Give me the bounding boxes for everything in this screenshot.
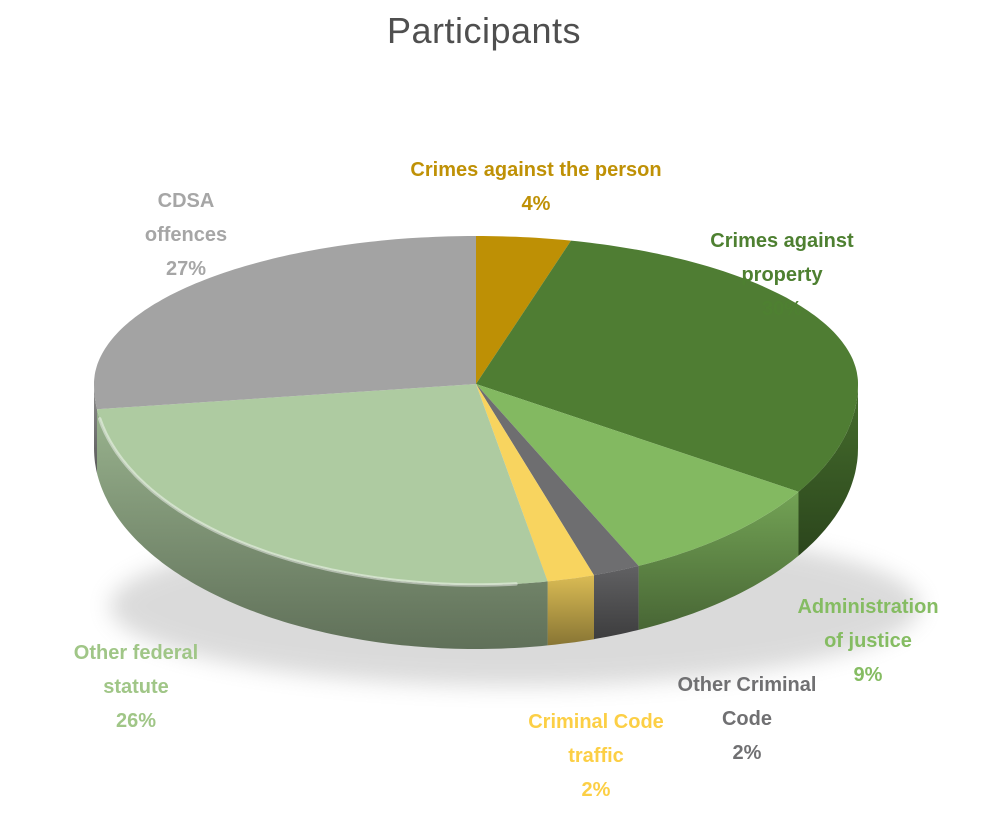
label-crimes-against-the-person: Crimes against the person 4% (410, 159, 662, 215)
pie-slice-other-criminal-code (476, 384, 639, 576)
label-crimes-against-property: Crimes against property 30% (710, 230, 854, 320)
label-administration-of-justice: Administration of justice 9% (797, 596, 939, 686)
label-criminal-code-traffic: Criminal Code traffic 2% (528, 711, 664, 801)
pie-slice-crimes-against-property (476, 240, 858, 492)
pie-slice-side-other-federal-statute (97, 409, 548, 649)
rim-highlight (98, 417, 518, 587)
pie-slice-administration-of-justice (476, 384, 799, 566)
label-other-criminal-code: Other Criminal Code 2% (677, 674, 817, 764)
pie-slice-crimes-against-the-person (476, 236, 571, 384)
pie-slice-side-cdsa-offences (94, 384, 97, 474)
pie-slice-side-criminal-code-traffic (547, 575, 594, 646)
pie-slice-cdsa-offences (94, 236, 476, 410)
label-other-federal-statute: Other federal statute 26% (73, 642, 199, 732)
pie-slice-side-other-criminal-code (594, 565, 639, 640)
pie-slice-criminal-code-traffic (476, 384, 594, 582)
chart-title: Participants (386, 10, 582, 51)
label-cdsa-offences: CDSA offences 27% (144, 190, 228, 280)
pie-slice-other-federal-statute (97, 384, 548, 585)
pie-slice-side-crimes-against-property (798, 384, 858, 556)
pie-slice-side-administration-of-justice (638, 491, 799, 630)
